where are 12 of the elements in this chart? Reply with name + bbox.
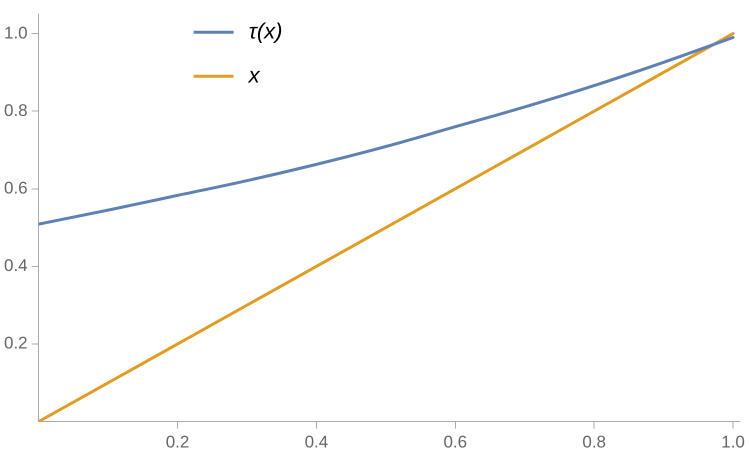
x-tick-label: 0.6 [443,432,468,452]
y-tick-label: 1.0 [4,23,28,42]
x-tick-label: 1.0 [721,432,745,452]
y-tick-label: 0.4 [4,256,28,276]
legend-label: τ(x) [248,18,283,44]
y-tick-label: 0.2 [4,334,28,353]
x-tick-label: 0.8 [582,432,606,452]
x-tick-label: 0.4 [304,432,328,452]
x-tick-label: 0.2 [166,432,190,452]
legend-label: x [248,62,261,88]
y-tick-label: 0.6 [4,178,28,198]
y-tick-label: 0.8 [4,100,28,120]
